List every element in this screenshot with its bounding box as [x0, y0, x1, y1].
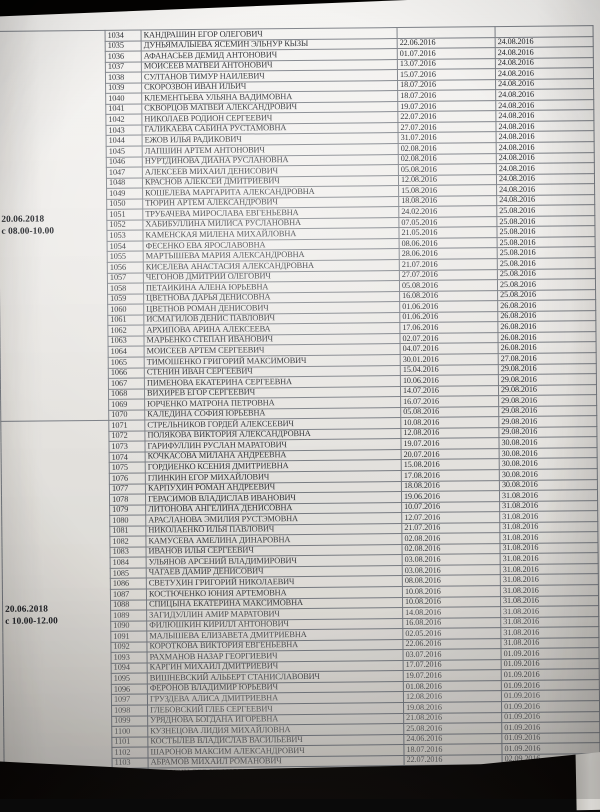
- queue-number-cell: 1054: [107, 241, 143, 252]
- queue-number-cell: 1044: [106, 135, 142, 146]
- table-row: 1104 ЛАДЯГИН ЛЕВ ИВАНОВИЧ 23.07.2016 02.09.…: [4, 764, 600, 780]
- queue-number-cell: 1091: [111, 631, 147, 642]
- queue-number-cell: 1042: [106, 114, 142, 125]
- queue-number-cell: 1076: [109, 473, 145, 484]
- queue-number-cell: 1045: [106, 146, 142, 157]
- queue-number-cell: 1105: [112, 779, 148, 790]
- queue-number-cell: 1070: [109, 410, 145, 421]
- date-1-cell: 22.07.2016: [404, 754, 502, 765]
- queue-number-cell: 1038: [105, 72, 141, 83]
- table-row: 1105 ДОЛМАТОВ ВЛАДИСЛАВ ДАНИИЛОВИЧ 26.07.2…: [4, 774, 600, 790]
- queue-number-cell: 1079: [110, 505, 146, 516]
- queue-number-cell: 1055: [107, 251, 143, 262]
- queue-number-cell: 1082: [110, 536, 146, 547]
- queue-number-cell: 1092: [111, 642, 147, 653]
- queue-number-cell: 1062: [108, 325, 144, 336]
- full-name-cell: ЛАДЯГИН ЛЕВ ИВАНОВИЧ: [148, 766, 404, 779]
- queue-number-cell: 1068: [108, 389, 144, 400]
- queue-number-cell: 1096: [111, 684, 147, 695]
- queue-number-cell: 1037: [105, 62, 141, 73]
- queue-number-cell: 1098: [112, 705, 148, 716]
- queue-number-cell: 1080: [110, 515, 146, 526]
- queue-number-cell: 1057: [107, 273, 143, 284]
- queue-number-cell: 1040: [106, 93, 142, 104]
- queue-number-cell: 1035: [105, 41, 141, 52]
- queue-number-cell: 1072: [109, 431, 145, 442]
- registry-table: 20.06.2018 с 08.00-10.00 1034 КАНДРАШИН ЕГО…: [0, 25, 600, 812]
- date-1-cell: 26.07.2016: [404, 786, 502, 797]
- date-1-cell: 26.07.2016: [404, 775, 502, 786]
- queue-number-cell: 1048: [106, 178, 142, 189]
- queue-number-cell: 1087: [110, 589, 146, 600]
- queue-number-cell: 1088: [111, 600, 147, 611]
- queue-number-cell: 1047: [106, 167, 142, 178]
- queue-number-cell: 1102: [112, 747, 148, 758]
- queue-number-cell: 1083: [110, 547, 146, 558]
- queue-number-cell: 1095: [111, 673, 147, 684]
- queue-number-cell: 1093: [111, 652, 147, 663]
- queue-number-cell: 1058: [107, 283, 143, 294]
- date-1-cell: 23.07.2016: [404, 765, 502, 776]
- queue-number-cell: 1036: [105, 51, 141, 62]
- queue-number-cell: 1073: [109, 441, 145, 452]
- queue-number-cell: 1089: [111, 610, 147, 621]
- queue-number-cell: 1086: [110, 578, 146, 589]
- appointment-slot-cell: 20.06.2018 с 08.00-10.00: [0, 30, 109, 421]
- queue-number-cell: 1059: [108, 294, 144, 305]
- queue-number-cell: 1061: [108, 315, 144, 326]
- queue-number-cell: 1034: [105, 30, 141, 41]
- queue-number-cell: 1066: [108, 368, 144, 379]
- queue-number-cell: 1075: [109, 462, 145, 473]
- queue-number-cell: 1103: [112, 758, 148, 769]
- table-row: 1107 СОКОЛОВ АЛЕКСЕЙ МИХАЙЛОВИЧ 21.03.2016…: [4, 796, 600, 812]
- queue-number-cell: 1049: [107, 188, 143, 199]
- slot-date: 20.06.2018: [5, 604, 48, 616]
- queue-number-cell: 1094: [111, 663, 147, 674]
- queue-number-cell: 1065: [108, 357, 144, 368]
- queue-number-cell: 1064: [108, 346, 144, 357]
- slot-time-range: с 10.00-12.00: [5, 616, 58, 627]
- queue-number-cell: 1056: [107, 262, 143, 273]
- queue-number-cell: 1077: [109, 484, 145, 495]
- queue-number-cell: 1050: [107, 199, 143, 210]
- queue-number-cell: 1060: [108, 304, 144, 315]
- full-name-cell: ТРОФИМОВ САВВА КИРИЛЛОВИЧ: [148, 787, 404, 800]
- full-name-cell: СОКОЛОВ АЛЕКСЕЙ МИХАЙЛОВИЧ: [148, 797, 404, 810]
- queue-number-cell: 1097: [111, 694, 147, 705]
- queue-number-cell: 1085: [110, 568, 146, 579]
- slot-date: 20.06.2018: [1, 214, 45, 225]
- full-name-cell: ДОЛМАТОВ ВЛАДИСЛАВ ДАНИИЛОВИЧ: [148, 776, 404, 789]
- queue-number-cell: 1067: [108, 378, 144, 389]
- queue-number-cell: 1099: [112, 716, 148, 727]
- appointment-slot-cell: 20.06.2018 с 10.00-12.00: [1, 421, 113, 812]
- queue-number-cell: 1051: [107, 209, 143, 220]
- queue-number-cell: 1100: [112, 726, 148, 737]
- queue-number-cell: 1069: [109, 399, 145, 410]
- queue-number-cell: 1041: [106, 104, 142, 115]
- queue-number-cell: 1081: [110, 526, 146, 537]
- queue-number-cell: 1052: [107, 220, 143, 231]
- queue-number-cell: 1063: [108, 336, 144, 347]
- queue-number-cell: 1078: [109, 494, 145, 505]
- queue-number-cell: 1084: [110, 557, 146, 568]
- paper-sheet: 20.06.2018 с 08.00-10.00 1034 КАНДРАШИН ЕГО…: [0, 0, 600, 793]
- queue-number-cell: 1043: [106, 125, 142, 136]
- queue-number-cell: 1074: [109, 452, 145, 463]
- queue-number-cell: 1104: [112, 768, 148, 779]
- queue-number-cell: 1101: [112, 737, 148, 748]
- registry-table-body: 20.06.2018 с 08.00-10.00 1034 КАНДРАШИН ЕГО…: [0, 26, 600, 812]
- queue-number-cell: 1090: [111, 621, 147, 632]
- queue-number-cell: 1107: [112, 800, 148, 811]
- slot-time-range: с 08.00-10.00: [1, 226, 55, 237]
- queue-number-cell: 1071: [109, 420, 145, 431]
- queue-number-cell: 1039: [106, 83, 142, 94]
- queue-number-cell: 1053: [107, 230, 143, 241]
- registry-table-container: 20.06.2018 с 08.00-10.00 1034 КАНДРАШИН ЕГО…: [0, 25, 600, 771]
- queue-number-cell: 1046: [106, 157, 142, 168]
- date-1-cell: 21.03.2016: [404, 797, 502, 808]
